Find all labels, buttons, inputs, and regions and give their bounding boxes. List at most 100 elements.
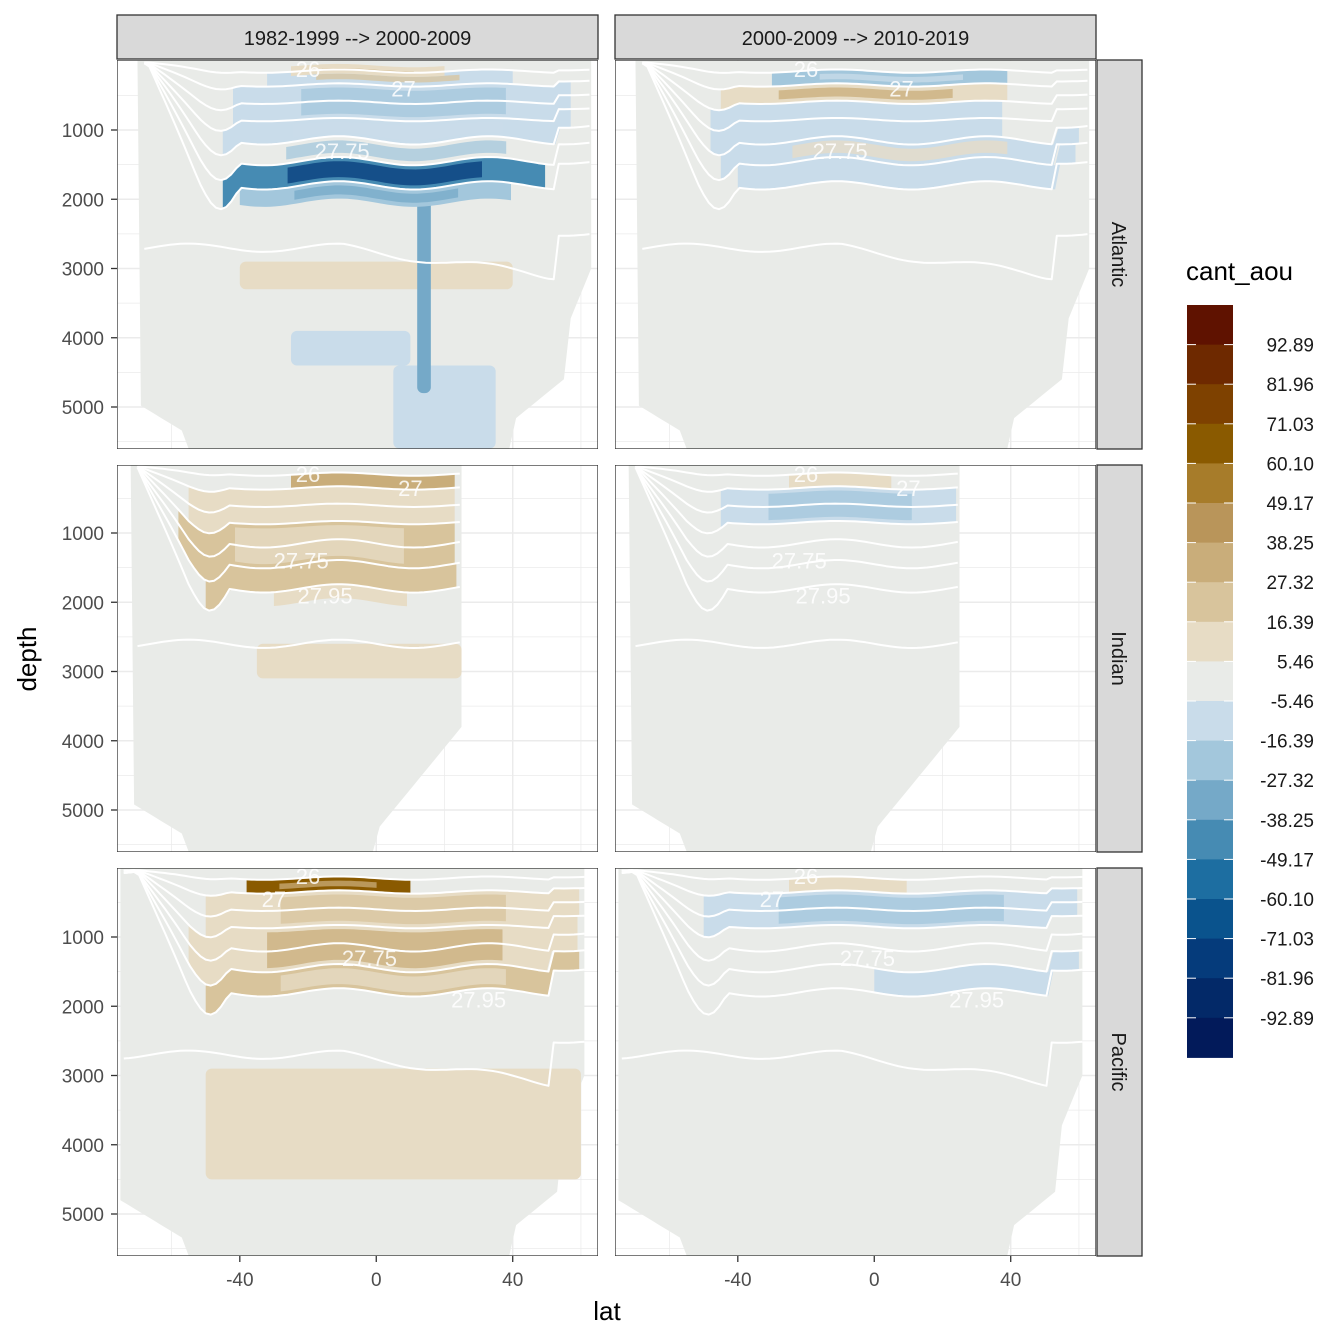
legend-label: 38.25 [1266, 534, 1314, 555]
isopycnal-line [136, 465, 460, 514]
isopycnal-label: 26 [296, 57, 320, 82]
x-tick-label: -40 [724, 1270, 751, 1291]
isopycnal-line [137, 465, 460, 493]
legend-key [1187, 661, 1233, 702]
legend-key [1187, 503, 1233, 544]
legend-label: -27.32 [1260, 771, 1314, 792]
anomaly-core [280, 894, 506, 925]
legend-label: -92.89 [1260, 1009, 1314, 1030]
anomaly-core [778, 87, 953, 100]
row-strip-label: Indian [1107, 631, 1129, 686]
legend-label: -16.39 [1260, 732, 1314, 753]
y-tick-label: 5000 [62, 801, 104, 822]
anomaly-core [819, 73, 963, 83]
legend-key [1187, 780, 1233, 821]
y-tick-label: 5000 [62, 398, 104, 419]
isopycnal-label: 27.95 [298, 583, 353, 608]
y-tick-label: 3000 [62, 663, 104, 684]
legend-label: 71.03 [1266, 415, 1314, 436]
panel-pacific-1: 26 27 27.75 27.95 [615, 868, 1096, 1256]
legend-label: 49.17 [1266, 494, 1314, 515]
legend-key [1187, 1017, 1233, 1058]
isopycnal-line [144, 61, 590, 91]
legend-key [1187, 701, 1233, 742]
isopycnal-label: 26 [794, 57, 818, 82]
facet-strips: 1982-1999 --> 2000-2009 2000-2009 --> 201… [116, 14, 1143, 1257]
isopycnal-label: 27.95 [796, 583, 851, 608]
isopycnal-line [143, 62, 590, 211]
anomaly-band [789, 876, 907, 894]
column-strip [116, 14, 599, 60]
y-tick-label: 4000 [62, 1136, 104, 1157]
isopycnal-label: 27 [391, 76, 415, 101]
isopycnal-label: 26 [296, 864, 320, 889]
legend-label: 27.32 [1266, 573, 1314, 594]
x-tick-label: -40 [226, 1270, 253, 1291]
isopycnal-line [634, 465, 958, 535]
isopycnal-line [642, 61, 1088, 132]
isopycnal-line [642, 233, 1088, 281]
row-strip [1096, 867, 1143, 1257]
legend-key [1187, 819, 1233, 860]
anomaly-band [273, 584, 407, 607]
isopycnal-line [144, 61, 590, 74]
panel-atlantic-0: 26 27 27.75 [117, 57, 598, 449]
anomaly-band [737, 143, 1076, 190]
row-strip [1096, 59, 1143, 450]
legend-label: -81.96 [1260, 969, 1314, 990]
x-tick-label: 40 [502, 1270, 523, 1291]
y-tick-label: 2000 [62, 593, 104, 614]
y-tick-label: 2000 [62, 190, 104, 211]
anomaly-band [720, 521, 957, 551]
isopycnal-line [136, 465, 460, 535]
legend-key [1187, 542, 1233, 583]
isopycnal-line [136, 466, 460, 612]
anomaly-core [792, 140, 1008, 162]
isopycnal-line [123, 869, 585, 918]
isopycnal-line [621, 869, 1083, 881]
panel-pacific-0: 26 27 27.75 27.95 [117, 864, 598, 1256]
y-tick-label: 1000 [62, 121, 104, 142]
column-strip-label: 1982-1999 --> 2000-2009 [244, 28, 471, 50]
legend-label: -71.03 [1260, 930, 1314, 951]
isopycnal-label: 27.75 [840, 946, 895, 971]
isopycnal-line [634, 466, 958, 558]
legend-key [1187, 978, 1233, 1019]
isopycnal-line [137, 638, 460, 649]
row-strip [1096, 464, 1143, 853]
legend-key [1187, 423, 1233, 464]
y-tick-label: 1000 [62, 928, 104, 949]
y-tick-label: 1000 [62, 524, 104, 545]
isopycnal-line [143, 62, 590, 157]
legend-label: 5.46 [1277, 652, 1314, 673]
ocean-section [628, 465, 960, 852]
x-tick-label: 40 [1000, 1270, 1021, 1291]
anomaly-patch [205, 1068, 581, 1180]
anomaly-core [301, 87, 506, 118]
legend-title: cant_aou [1186, 256, 1293, 286]
anomaly-core [294, 185, 459, 203]
anomaly-band [188, 486, 455, 534]
legend-label: -38.25 [1260, 811, 1314, 832]
isopycnal-line [634, 466, 958, 612]
anomaly-band [710, 100, 1003, 156]
y-tick-label: 4000 [62, 329, 104, 350]
isopycnal-label: 26 [296, 462, 320, 487]
anomaly-patch [393, 365, 496, 449]
isopycnal-line [621, 869, 1083, 939]
anomaly-core [316, 73, 460, 83]
anomaly-core [286, 140, 507, 162]
isopycnal-line [144, 233, 590, 281]
anomaly-core [279, 880, 377, 890]
isopycnal-line [621, 870, 1083, 962]
isopycnal-line [621, 870, 1083, 1016]
isopycnal-line [642, 61, 1088, 91]
panel-indian-0: 26 27 27.75 27.95 [117, 462, 598, 852]
isopycnal-label: 26 [794, 462, 818, 487]
y-tick-label: 3000 [62, 1067, 104, 1088]
legend-key [1187, 582, 1233, 623]
anomaly-patch [417, 199, 431, 394]
anomaly-core [280, 968, 506, 993]
legend-key [1187, 938, 1233, 979]
